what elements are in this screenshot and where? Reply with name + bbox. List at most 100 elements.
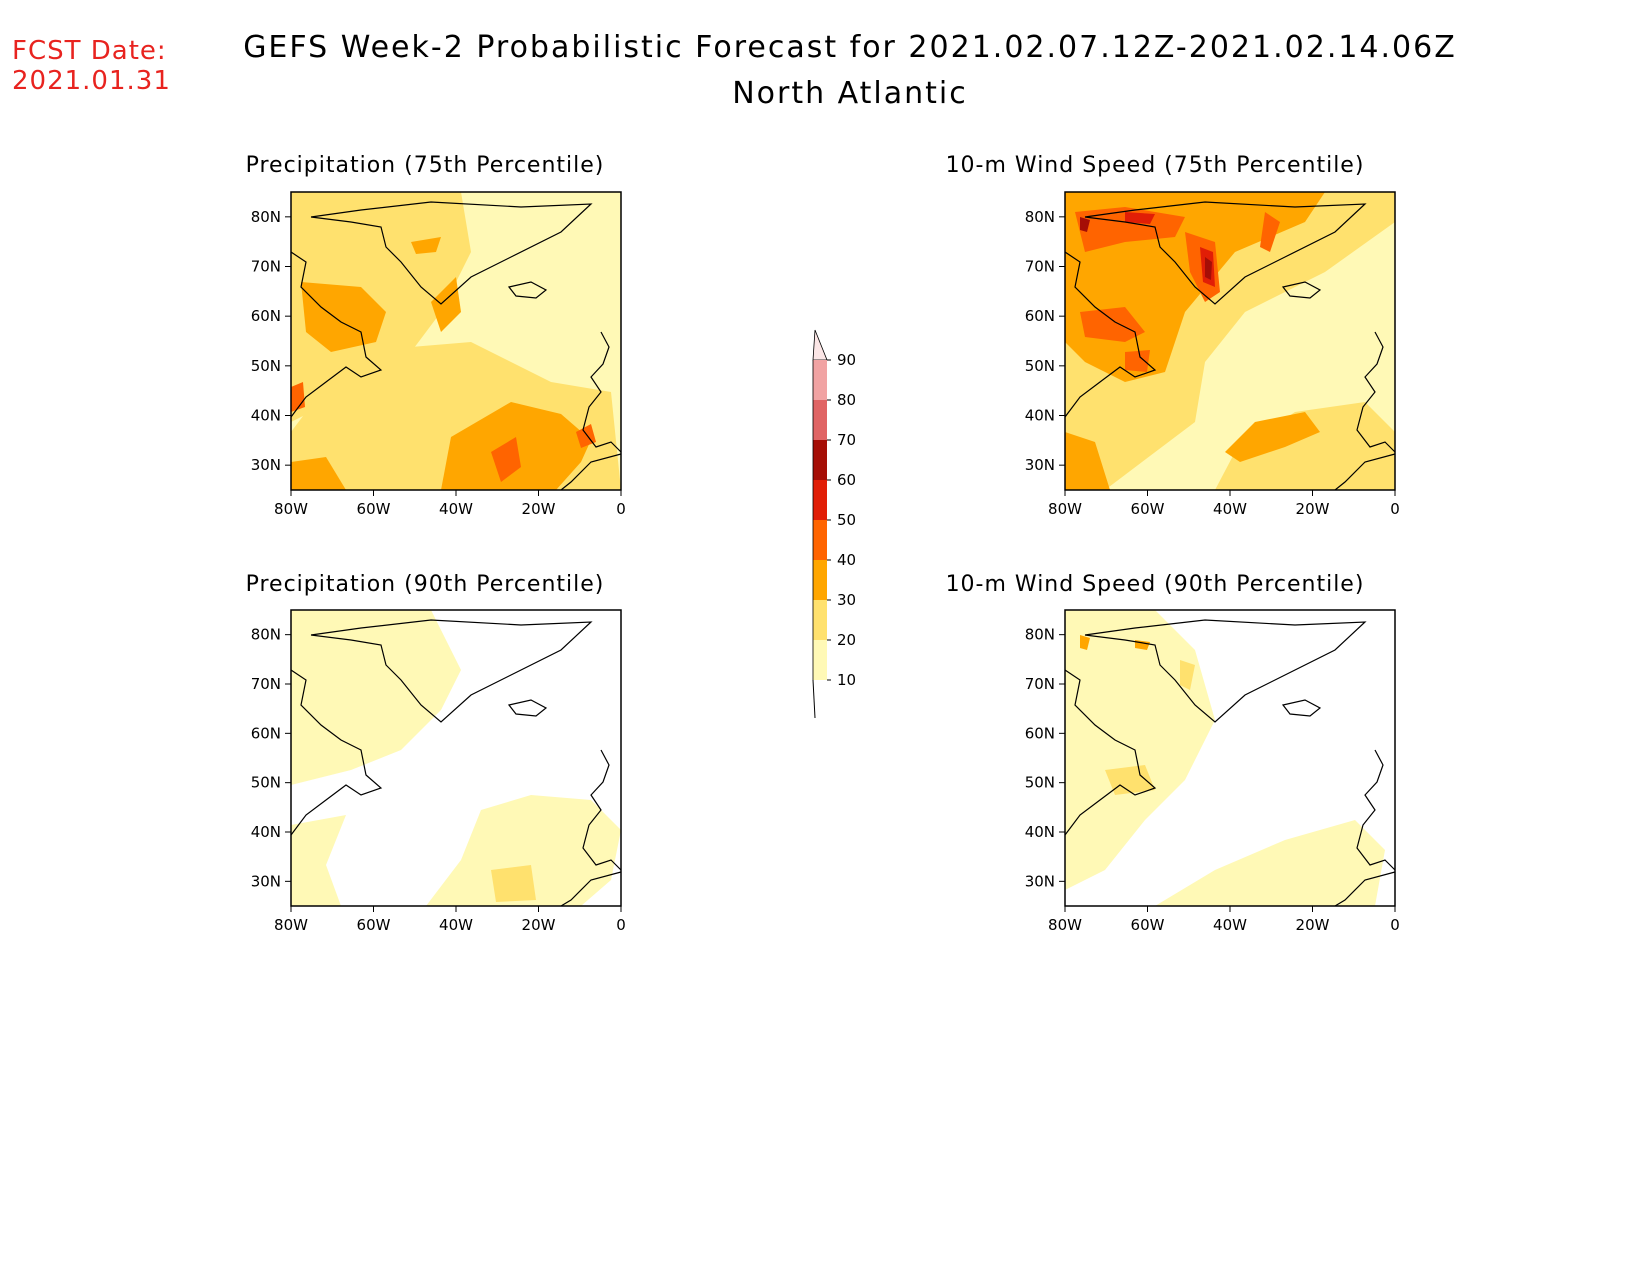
lon-tick-label: 80W	[274, 916, 308, 934]
lon-tick-label: 40W	[1213, 500, 1247, 518]
lon-tick-label: 80W	[1048, 916, 1082, 934]
lon-tick-label: 80W	[274, 500, 308, 518]
lat-tick-label: 40N	[251, 823, 281, 841]
coastline-greenland	[1084, 619, 1367, 723]
colorbar-segment	[813, 360, 827, 400]
lon-tick-label: 60W	[1131, 500, 1165, 518]
coastline-north-america	[290, 669, 383, 836]
lat-tick-label: 30N	[251, 456, 281, 474]
prob-region-60	[1205, 257, 1212, 280]
panel-title-wind-75: 10-m Wind Speed (75th Percentile)	[945, 153, 1365, 178]
lon-tick-label: 0	[1390, 916, 1400, 934]
lon-tick-label: 20W	[522, 500, 556, 518]
prob-region-20	[1180, 660, 1195, 690]
coastline-europe	[582, 749, 622, 871]
coastline-iceland	[1281, 699, 1322, 717]
lat-tick-label: 50N	[1025, 774, 1055, 792]
prob-region-50	[1125, 212, 1155, 224]
colorbar-label: 20	[837, 631, 856, 649]
colorbar-segment	[813, 520, 827, 560]
lon-tick-label: 60W	[1131, 916, 1165, 934]
lat-tick-label: 50N	[1025, 357, 1055, 375]
coastline-north-america	[1064, 669, 1157, 836]
prob-region-40	[1260, 212, 1280, 252]
colorbar-segment	[813, 400, 827, 440]
forecast-date-block: FCST Date: 2021.01.31	[12, 36, 171, 96]
prob-region-10	[1155, 820, 1385, 906]
lat-tick-label: 60N	[1025, 307, 1055, 325]
lat-tick-label: 60N	[251, 307, 281, 325]
colorbar-segment	[813, 640, 827, 680]
forecast-date-label: FCST Date:	[12, 36, 167, 66]
coastline-greenland	[310, 201, 593, 305]
lat-tick-label: 30N	[251, 872, 281, 890]
coastline-africa	[1334, 453, 1396, 491]
coastline-iceland	[1281, 281, 1322, 299]
prob-region-30	[1065, 432, 1110, 490]
lon-tick-label: 80W	[1048, 500, 1082, 518]
colorbar: 90 80 70 60 50 40 30 20 10	[812, 329, 856, 719]
prob-region-30	[291, 457, 346, 490]
colorbar-label: 60	[837, 471, 856, 489]
lat-tick-label: 70N	[251, 675, 281, 693]
forecast-date-value: 2021.01.31	[12, 66, 171, 96]
lon-tick-label: 60W	[357, 916, 391, 934]
colorbar-segment	[813, 440, 827, 480]
lon-tick-label: 0	[1390, 500, 1400, 518]
coastline-north-america	[1064, 251, 1157, 418]
coastline-north-america	[290, 251, 383, 418]
lat-tick-label: 70N	[1025, 258, 1055, 276]
colorbar-label: 70	[837, 431, 856, 449]
lon-tick-label: 40W	[439, 500, 473, 518]
lon-tick-label: 20W	[1296, 500, 1330, 518]
colorbar-label: 40	[837, 551, 856, 569]
colorbar-label: 10	[837, 671, 856, 689]
lon-tick-label: 40W	[439, 916, 473, 934]
prob-region-10	[1065, 610, 1215, 890]
coastline-iceland	[507, 281, 548, 299]
lat-tick-label: 30N	[1025, 456, 1055, 474]
lat-tick-label: 50N	[251, 774, 281, 792]
prob-region-10	[426, 795, 621, 906]
prob-region-30	[431, 277, 461, 332]
colorbar-top-cap	[812, 329, 828, 361]
coastline-europe	[1356, 749, 1396, 871]
prob-region-30	[301, 282, 386, 352]
lat-tick-label: 80N	[1025, 626, 1055, 644]
lon-tick-label: 20W	[522, 916, 556, 934]
lat-tick-label: 40N	[1025, 823, 1055, 841]
coastline-greenland	[310, 619, 593, 723]
lat-tick-label: 80N	[1025, 208, 1055, 226]
map-panel-precip-75: 80N 70N 60N 50N 40N 30N 80W 60W 40W 20W 0	[251, 191, 626, 518]
prob-region-20	[491, 865, 536, 902]
lat-tick-label: 70N	[1025, 675, 1055, 693]
prob-region-40	[1125, 350, 1150, 372]
prob-region-20	[1215, 402, 1395, 490]
coastline-africa	[560, 453, 622, 491]
prob-region-40	[1080, 307, 1145, 342]
lon-tick-label: 0	[616, 916, 626, 934]
lon-tick-label: 60W	[357, 500, 391, 518]
lat-tick-label: 80N	[251, 208, 281, 226]
lat-tick-label: 70N	[251, 258, 281, 276]
coastline-europe	[582, 331, 622, 453]
map-panel-wind-75: 80N 70N 60N 50N 40N 30N 80W 60W 40W 20W 0	[1025, 191, 1400, 518]
coastline-greenland	[1084, 201, 1367, 305]
lat-tick-label: 50N	[251, 357, 281, 375]
colorbar-bottom-cap	[812, 679, 816, 719]
lon-tick-label: 20W	[1296, 916, 1330, 934]
prob-region-40	[491, 437, 521, 482]
coastline-africa	[560, 871, 622, 907]
prob-region-30	[411, 237, 441, 254]
coastline-iceland	[507, 699, 548, 717]
lat-tick-label: 60N	[1025, 724, 1055, 742]
map-panel-wind-90: 80N 70N 60N 50N 40N 30N 80W 60W 40W 20W 0	[1025, 609, 1400, 934]
lon-tick-label: 40W	[1213, 916, 1247, 934]
prob-region-30	[1225, 412, 1320, 462]
main-title: GEFS Week-2 Probabilistic Forecast for 2…	[243, 30, 1457, 65]
lat-tick-label: 30N	[1025, 872, 1055, 890]
coastline-africa	[1334, 871, 1396, 907]
panel-title-precip-75: Precipitation (75th Percentile)	[245, 153, 605, 178]
prob-region-10	[291, 610, 461, 785]
lat-tick-label: 40N	[251, 407, 281, 425]
